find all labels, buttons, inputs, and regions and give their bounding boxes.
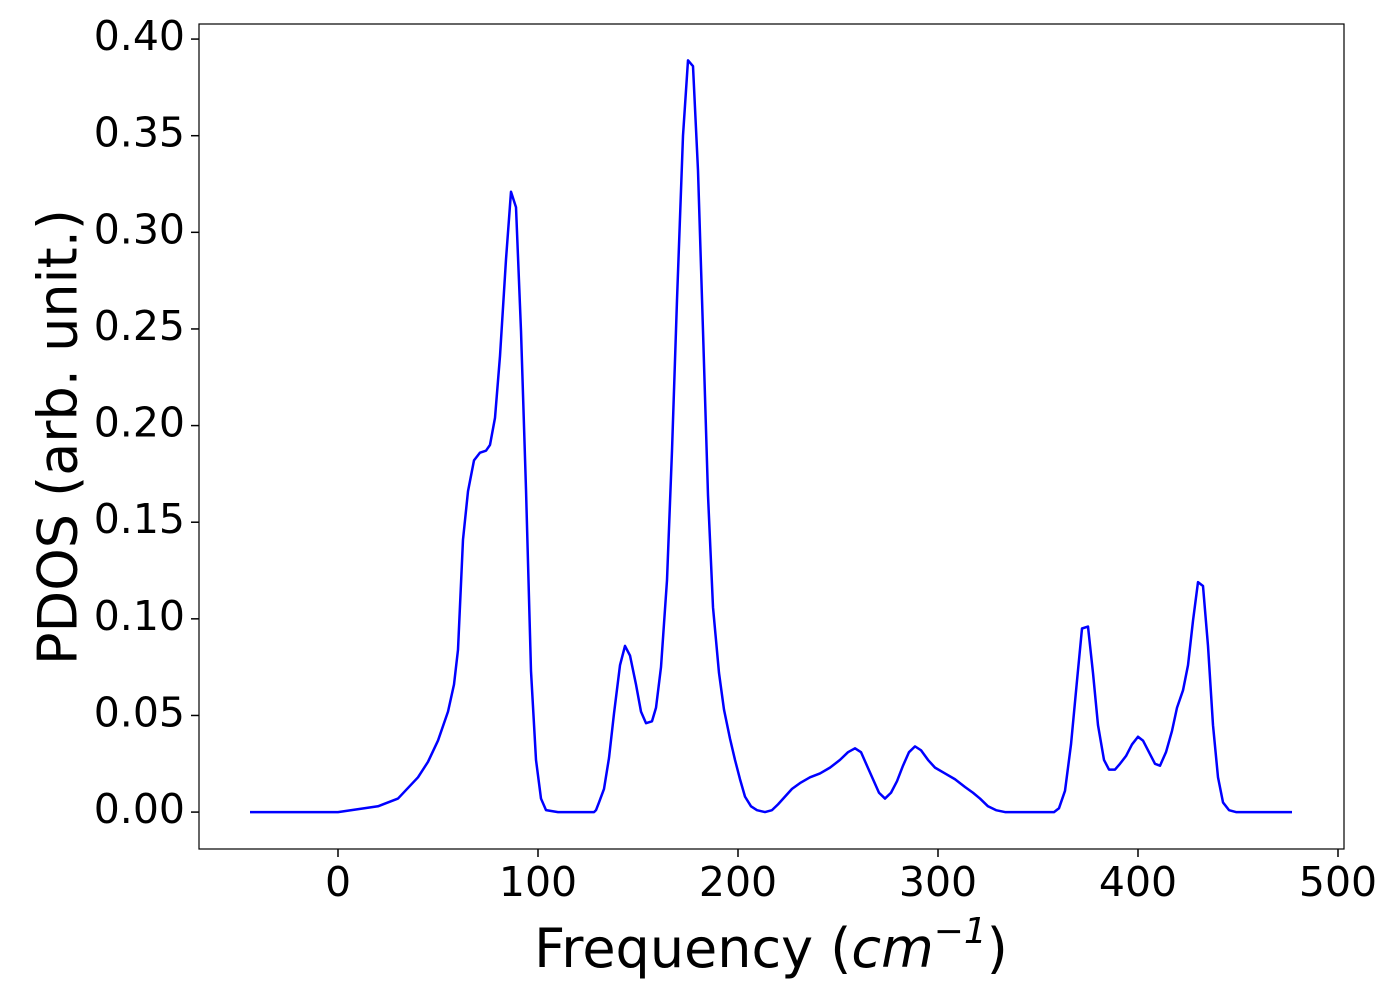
x-axis-label: Frequency (cm−1) [534, 911, 1008, 980]
y-tick-label: 0.05 [94, 688, 185, 736]
x-label-text: ) [987, 917, 1008, 980]
y-tick-label: 0.15 [94, 495, 185, 543]
x-tick-label: 500 [1299, 858, 1377, 906]
x-tick-label: 100 [499, 858, 577, 906]
x-tick-label: 0 [325, 858, 351, 906]
y-tick-label: 0.20 [94, 399, 185, 447]
data-line [250, 59, 1292, 814]
x-tick-label: 300 [899, 858, 977, 906]
y-tick-label: 0.35 [94, 109, 185, 157]
y-axis-label: PDOS (arb. unit.) [27, 209, 90, 665]
x-label-exponent: −1 [934, 911, 987, 952]
y-tick-label: 0.30 [94, 205, 185, 253]
x-label-unit: cm [851, 917, 933, 980]
y-tick-label: 0.10 [94, 592, 185, 640]
x-label-text: Frequency ( [534, 917, 851, 980]
y-tick-label: 0.40 [94, 12, 185, 60]
y-tick-label: 0.00 [94, 785, 185, 833]
x-tick-label: 200 [699, 858, 777, 906]
y-tick-label: 0.25 [94, 302, 185, 350]
plot-frame [198, 23, 1345, 850]
x-tick-label: 400 [1099, 858, 1177, 906]
